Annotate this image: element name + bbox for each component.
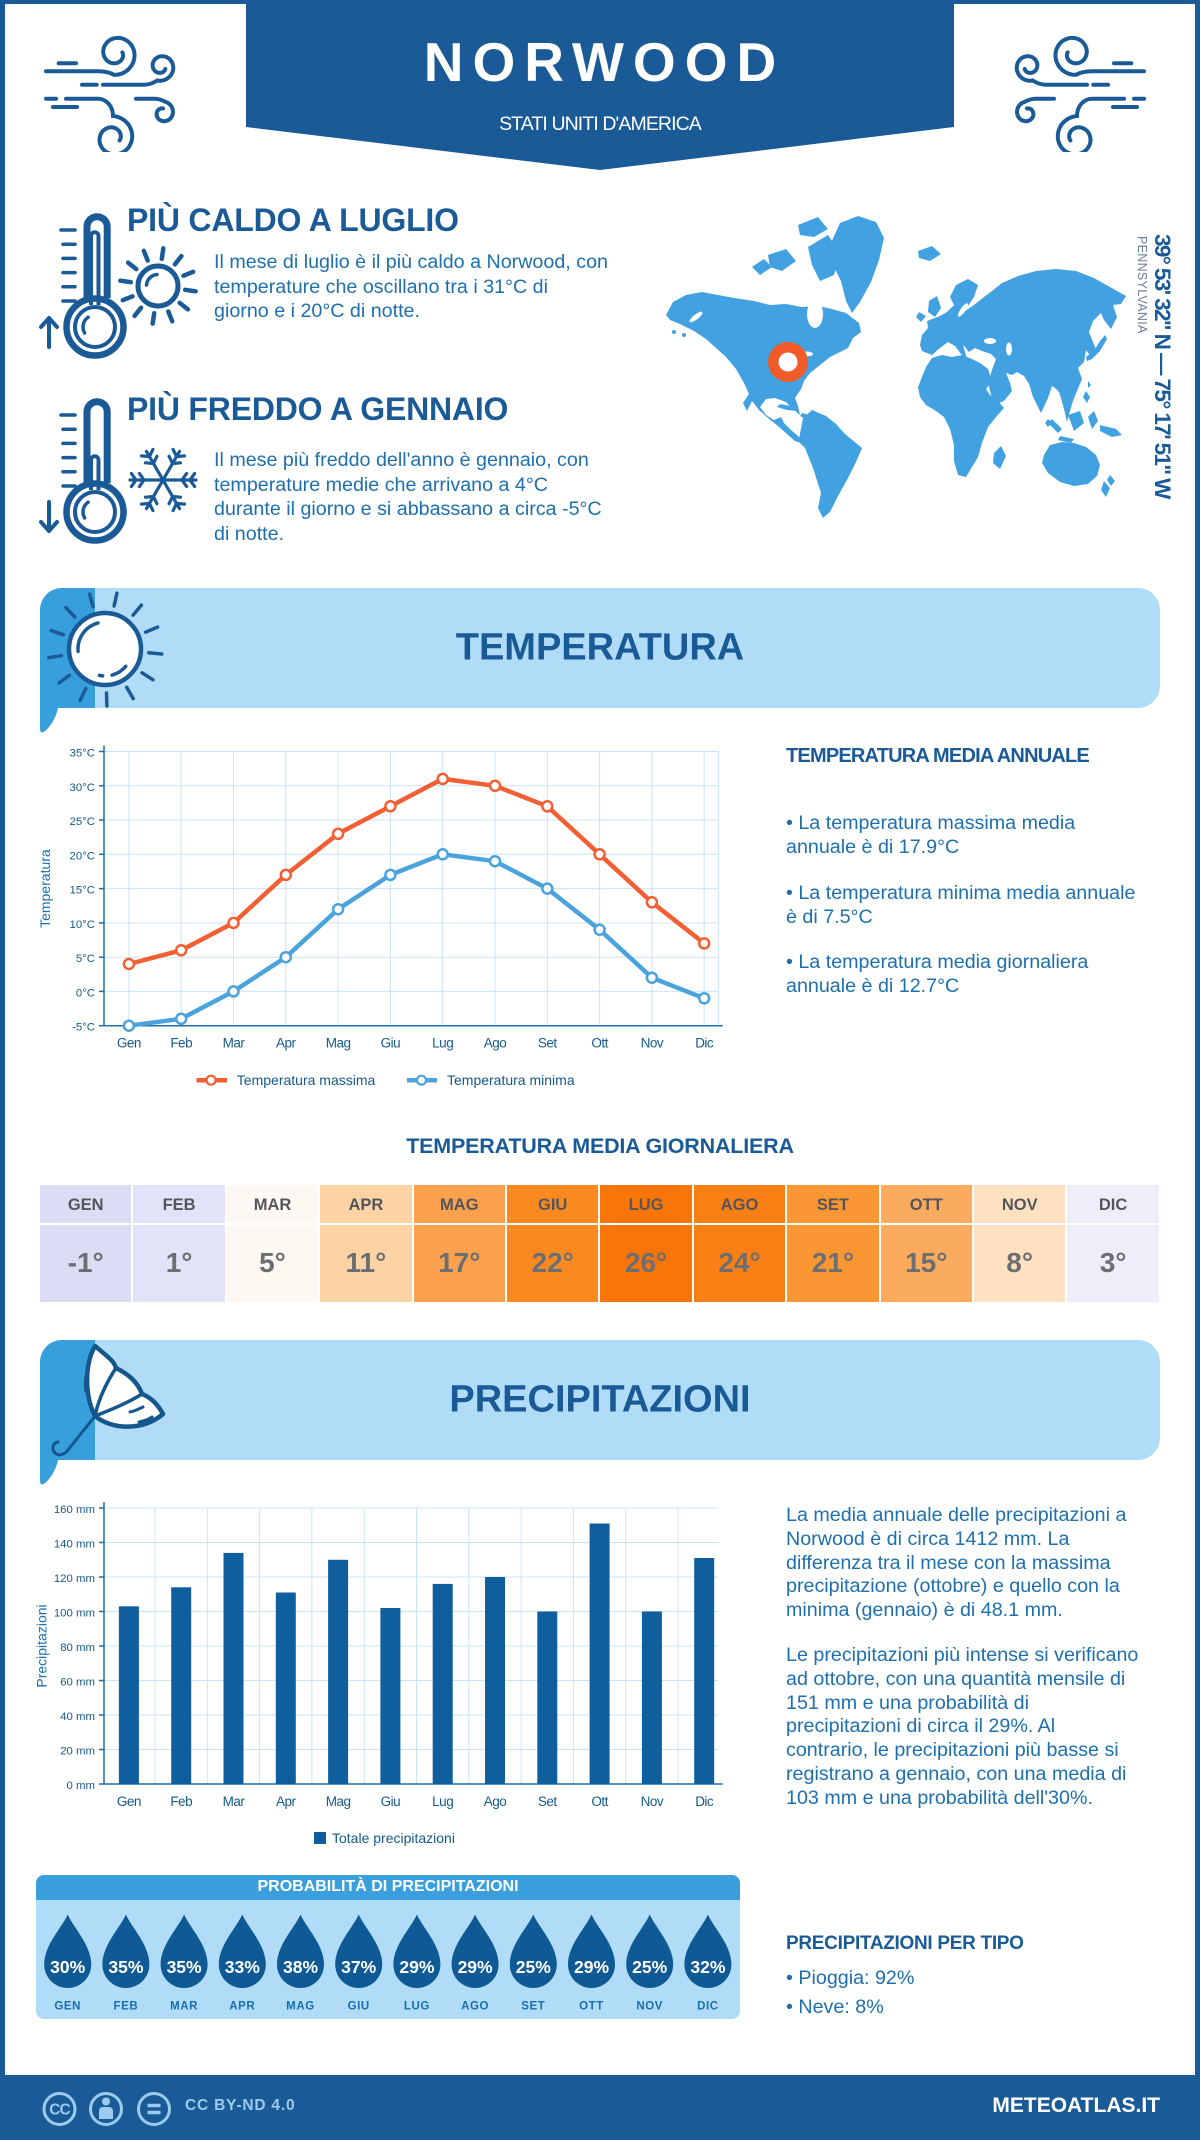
svg-text:Lug: Lug <box>432 1036 453 1051</box>
svg-text:Mag: Mag <box>326 1036 351 1051</box>
svg-text:29%: 29% <box>399 1957 434 1977</box>
svg-text:37%: 37% <box>341 1957 376 1977</box>
svg-text:35%: 35% <box>108 1957 143 1977</box>
svg-text:DIC: DIC <box>697 2001 719 2013</box>
svg-text:10°C: 10°C <box>70 919 95 931</box>
svg-text:0°C: 0°C <box>76 987 95 999</box>
svg-text:20°C: 20°C <box>70 850 95 862</box>
svg-text:Gen: Gen <box>117 1794 141 1809</box>
svg-text:Temperatura massima: Temperatura massima <box>237 1072 376 1088</box>
svg-text:32%: 32% <box>690 1957 725 1977</box>
svg-text:38%: 38% <box>283 1957 318 1977</box>
svg-text:30%: 30% <box>50 1957 85 1977</box>
svg-text:MAR: MAR <box>170 2001 198 2013</box>
svg-text:35°C: 35°C <box>70 748 95 760</box>
svg-text:LUG: LUG <box>404 2001 430 2013</box>
svg-text:CC: CC <box>49 2102 70 2119</box>
svg-text:30°C: 30°C <box>70 782 95 794</box>
svg-text:Totale precipitazioni: Totale precipitazioni <box>332 1830 455 1846</box>
svg-text:15°C: 15°C <box>70 885 95 897</box>
svg-text:Mag: Mag <box>326 1794 351 1809</box>
svg-text:25%: 25% <box>516 1957 551 1977</box>
svg-text:Dic: Dic <box>695 1794 714 1809</box>
svg-text:AGO: AGO <box>461 2001 489 2013</box>
svg-text:Feb: Feb <box>170 1036 192 1051</box>
svg-text:Ott: Ott <box>591 1794 608 1809</box>
svg-text:25%: 25% <box>632 1957 667 1977</box>
svg-text:20 mm: 20 mm <box>60 1746 95 1758</box>
svg-text:-5°C: -5°C <box>72 1022 95 1034</box>
svg-text:Giu: Giu <box>381 1036 401 1051</box>
svg-text:NOV: NOV <box>636 2001 663 2013</box>
svg-text:Lug: Lug <box>432 1794 453 1809</box>
svg-text:0 mm: 0 mm <box>67 1780 95 1792</box>
svg-text:Apr: Apr <box>276 1036 297 1051</box>
svg-text:120 mm: 120 mm <box>54 1573 95 1585</box>
svg-text:80 mm: 80 mm <box>60 1642 95 1654</box>
svg-text:Nov: Nov <box>641 1794 664 1809</box>
svg-text:Mar: Mar <box>223 1036 246 1051</box>
svg-text:160 mm: 160 mm <box>54 1504 95 1516</box>
svg-text:Precipitazioni: Precipitazioni <box>34 1604 50 1687</box>
svg-text:Temperatura minima: Temperatura minima <box>447 1072 575 1088</box>
svg-text:GIU: GIU <box>348 2001 370 2013</box>
svg-text:Giu: Giu <box>381 1794 401 1809</box>
svg-text:Set: Set <box>538 1794 558 1809</box>
svg-text:140 mm: 140 mm <box>54 1539 95 1551</box>
svg-text:60 mm: 60 mm <box>60 1677 95 1689</box>
svg-text:OTT: OTT <box>579 2001 604 2013</box>
svg-text:29%: 29% <box>458 1957 493 1977</box>
svg-text:APR: APR <box>229 2001 255 2013</box>
svg-text:100 mm: 100 mm <box>54 1608 95 1620</box>
svg-text:5°C: 5°C <box>76 953 95 965</box>
svg-text:Mar: Mar <box>223 1794 246 1809</box>
svg-text:Ott: Ott <box>591 1036 608 1051</box>
svg-text:SET: SET <box>521 2001 545 2013</box>
svg-text:MAG: MAG <box>286 2001 315 2013</box>
svg-text:25°C: 25°C <box>70 816 95 828</box>
svg-text:Ago: Ago <box>484 1794 507 1809</box>
svg-text:40 mm: 40 mm <box>60 1711 95 1723</box>
svg-text:Apr: Apr <box>276 1794 297 1809</box>
svg-text:GEN: GEN <box>54 2001 81 2013</box>
svg-text:Gen: Gen <box>117 1036 141 1051</box>
svg-text:Feb: Feb <box>170 1794 192 1809</box>
svg-text:Set: Set <box>538 1036 558 1051</box>
svg-text:Temperatura: Temperatura <box>37 849 53 928</box>
svg-text:FEB: FEB <box>113 2001 138 2013</box>
svg-text:Dic: Dic <box>695 1036 714 1051</box>
svg-text:29%: 29% <box>574 1957 609 1977</box>
svg-text:Nov: Nov <box>641 1036 664 1051</box>
svg-text:35%: 35% <box>167 1957 202 1977</box>
svg-text:Ago: Ago <box>484 1036 507 1051</box>
svg-text:33%: 33% <box>225 1957 260 1977</box>
